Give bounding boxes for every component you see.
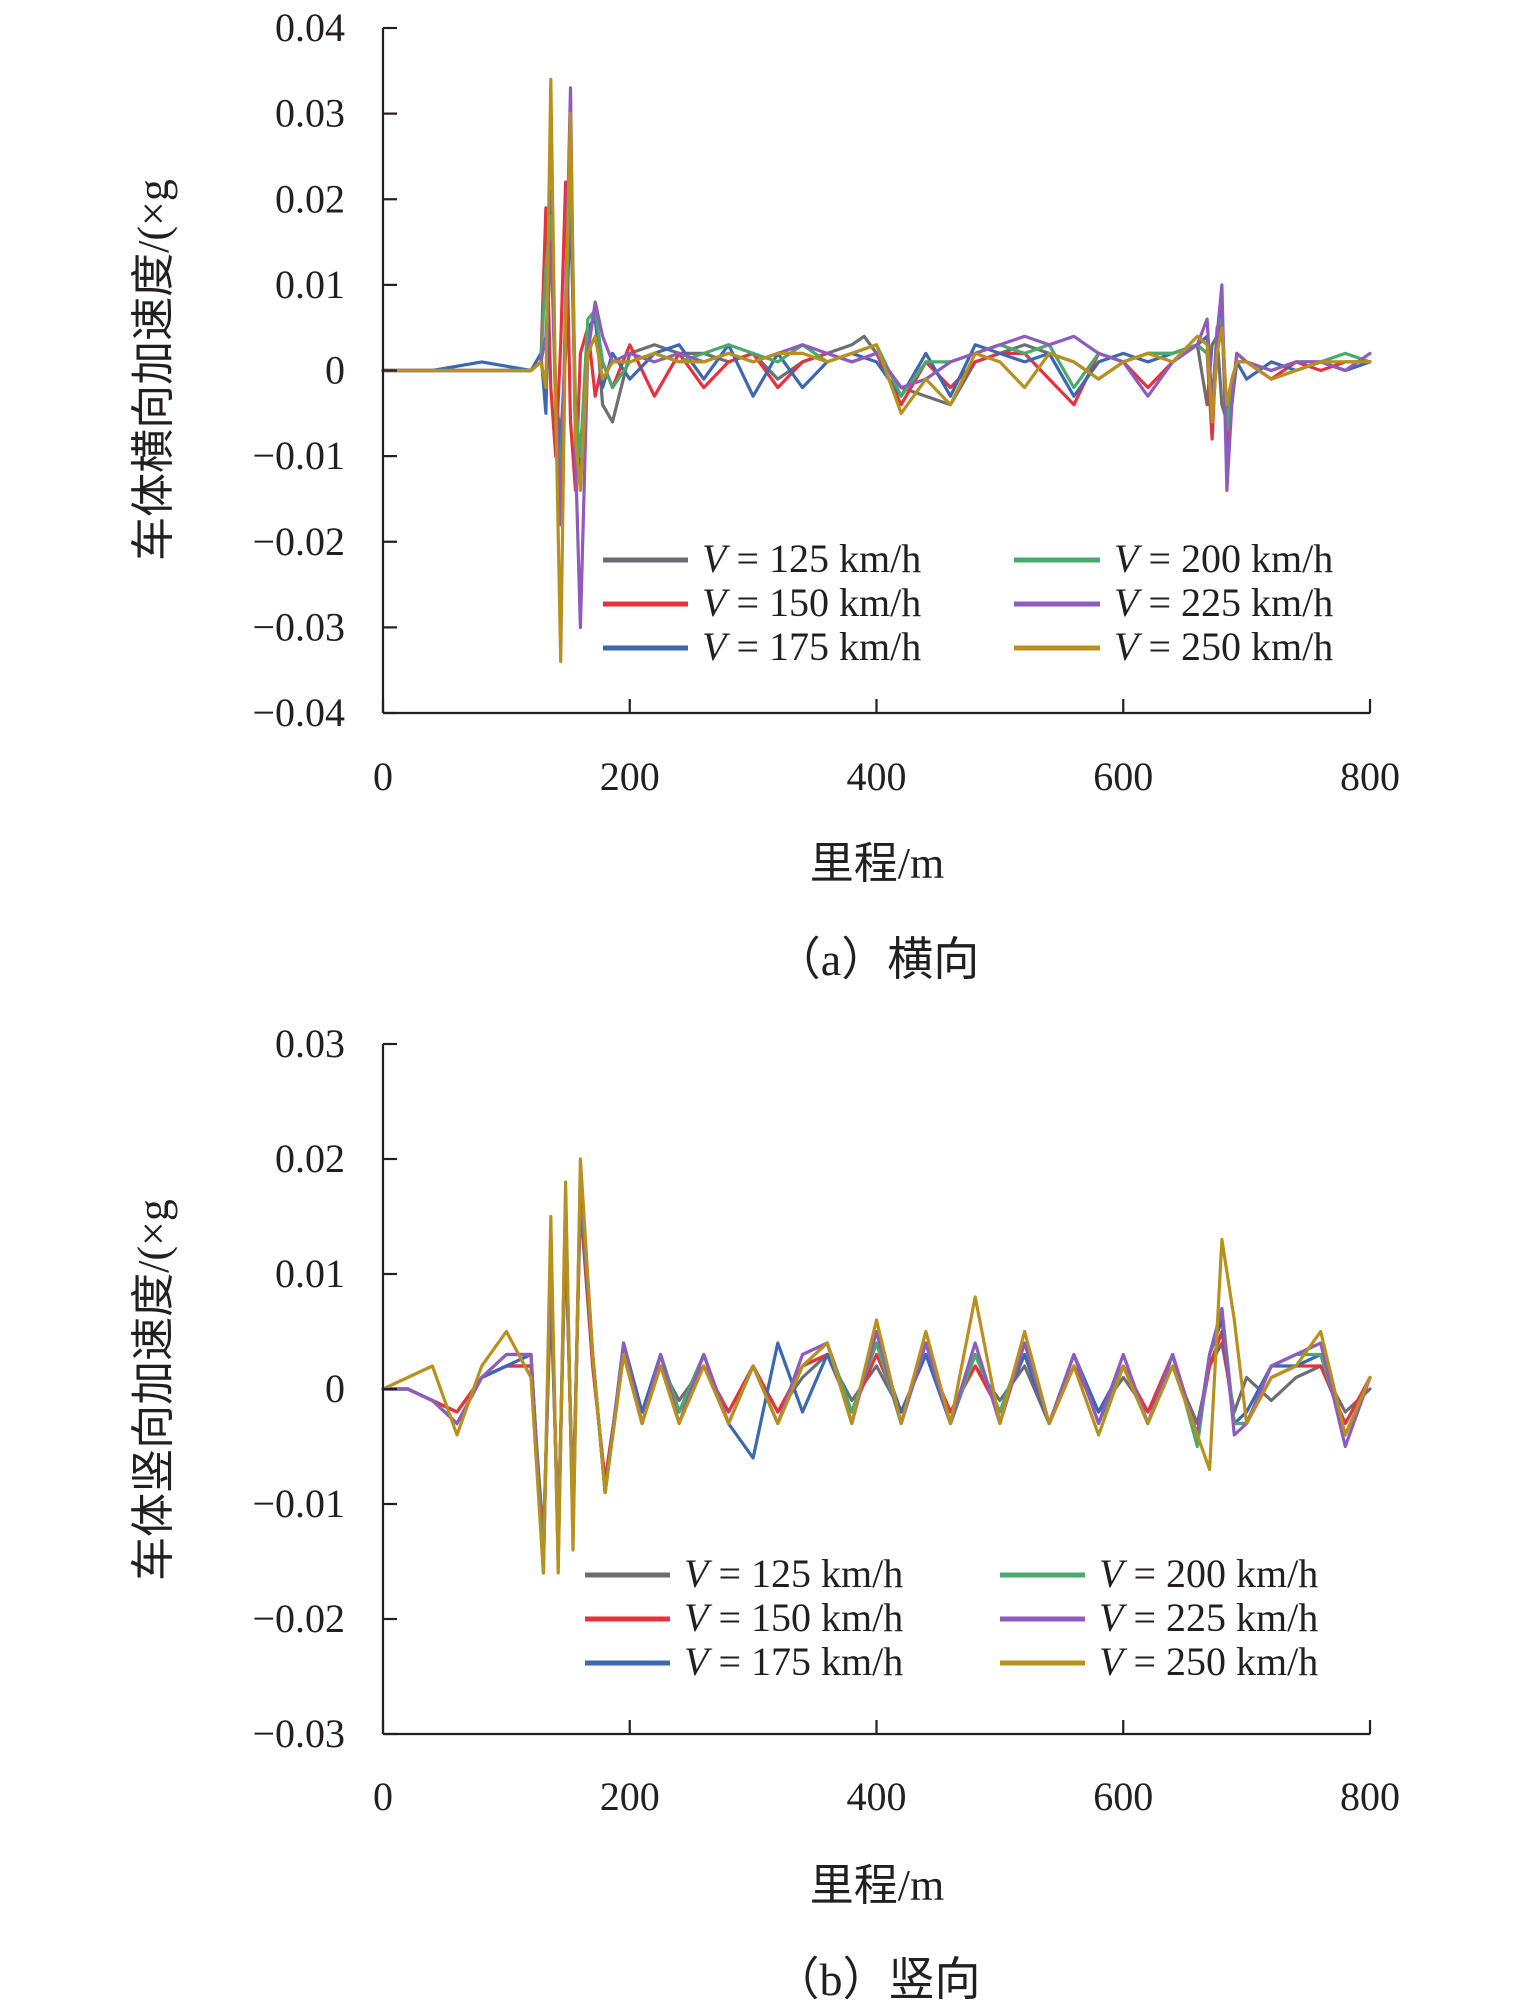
axes-vertical: 0.03 0.02 0.01 0 −0.01 −0.02 −0.03 0 200 400 600 80… xyxy=(252,1021,1400,1819)
legend-label-5: V = 225 km/h xyxy=(1099,1595,1318,1640)
y-tick-label: −0.03 xyxy=(252,604,345,649)
series-line-6 xyxy=(381,1157,1372,1575)
x-axis-title-vertical: 里程/m xyxy=(810,1861,944,1910)
panel-vertical: 0.03 0.02 0.01 0 −0.01 −0.02 −0.03 0 200 400 600 80… xyxy=(129,1021,1400,2005)
x-tick-label: 800 xyxy=(1340,1774,1400,1819)
y-tick-label: 0.04 xyxy=(275,5,345,50)
panel-lateral: 0.04 0.03 0.02 0.01 0 −0.01 −0.02 −0.03 −0.04 0 20… xyxy=(129,5,1400,985)
x-tick-label: 0 xyxy=(373,754,393,799)
y-tick-label: 0.03 xyxy=(275,91,345,136)
series-line-6 xyxy=(381,77,1372,664)
series-layer-lateral xyxy=(381,77,1372,664)
legend-lateral: V = 125 km/hV = 150 km/hV = 175 km/h V = … xyxy=(603,536,1333,669)
x-tick-label: 600 xyxy=(1093,754,1153,799)
series-line-5 xyxy=(381,1168,1372,1575)
legend-label-5: V = 225 km/h xyxy=(1114,580,1333,625)
y-tick-label: 0.02 xyxy=(275,176,345,221)
x-tick-label: 200 xyxy=(600,754,660,799)
legend-label-4: V = 200 km/h xyxy=(1099,1551,1318,1596)
axes-lateral: 0.04 0.03 0.02 0.01 0 −0.01 −0.02 −0.03 −0.04 0 20… xyxy=(252,5,1400,799)
y-tick-label: −0.04 xyxy=(252,690,345,735)
legend-label-6: V = 250 km/h xyxy=(1099,1639,1318,1684)
legend-label-2: V = 150 km/h xyxy=(684,1595,903,1640)
legend-vertical: V = 125 km/hV = 150 km/hV = 175 km/h V = … xyxy=(585,1551,1318,1684)
y-tick-label: −0.02 xyxy=(252,1596,345,1641)
y-tick-label: 0.01 xyxy=(275,1251,345,1296)
legend-label-6: V = 250 km/h xyxy=(1114,624,1333,669)
x-axis-title-lateral: 里程/m xyxy=(810,839,944,888)
legend-label-4: V = 200 km/h xyxy=(1114,536,1333,581)
legend-label-2: V = 150 km/h xyxy=(702,580,921,625)
legend-label-1: V = 125 km/h xyxy=(684,1551,903,1596)
x-tick-label: 400 xyxy=(847,1774,907,1819)
y-tick-label: −0.01 xyxy=(252,433,345,478)
y-tick-label: 0.02 xyxy=(275,1136,345,1181)
caption-vertical: （b）竖向 xyxy=(774,1954,981,2005)
x-tick-label: 0 xyxy=(373,1774,393,1819)
y-tick-label: −0.01 xyxy=(252,1481,345,1526)
x-tick-label: 400 xyxy=(847,754,907,799)
y-tick-label: 0 xyxy=(325,1366,345,1411)
x-tick-label: 200 xyxy=(600,1774,660,1819)
y-tick-label: 0.03 xyxy=(275,1021,345,1066)
legend-label-1: V = 125 km/h xyxy=(702,536,921,581)
legend-label-3: V = 175 km/h xyxy=(684,1639,903,1684)
y-tick-label: −0.03 xyxy=(252,1711,345,1756)
y-axis-title-lateral: 车体横向加速度/(×g xyxy=(129,179,178,561)
caption-lateral: （a）横向 xyxy=(775,934,979,985)
y-tick-label: 0.01 xyxy=(275,262,345,307)
x-tick-label: 600 xyxy=(1093,1774,1153,1819)
x-tick-label: 800 xyxy=(1340,754,1400,799)
y-axis-title-vertical: 车体竖向加速度/(×g xyxy=(129,1199,178,1581)
y-tick-label: 0 xyxy=(325,348,345,393)
legend-label-3: V = 175 km/h xyxy=(702,624,921,669)
y-tick-label: −0.02 xyxy=(252,519,345,564)
series-layer-vertical xyxy=(381,1157,1372,1575)
